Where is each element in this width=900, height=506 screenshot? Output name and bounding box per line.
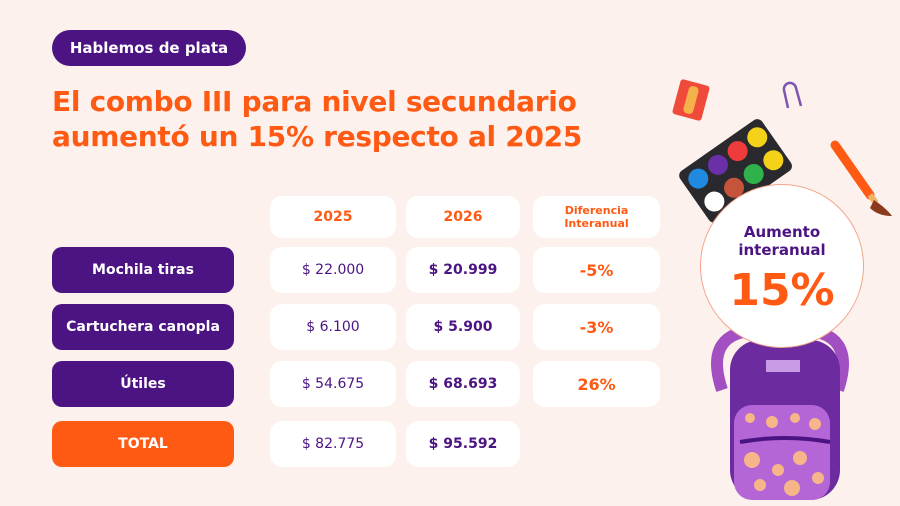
headline-line-1: El combo III para nivel secundario [52, 85, 577, 118]
headline: El combo III para nivel secundario aumen… [52, 84, 582, 154]
row-label-total: TOTAL [52, 421, 234, 467]
paintbrush-icon [830, 140, 892, 216]
paperclip-icon [782, 81, 803, 109]
annual-increase-circle: Aumento interanual 15% [700, 184, 864, 348]
value-2026: $ 95.592 [406, 421, 520, 467]
annual-increase-label: Aumento interanual [738, 223, 826, 259]
sharpener-icon [672, 79, 710, 121]
row-label-utiles: Útiles [52, 361, 234, 407]
school-supplies-illustration [672, 79, 892, 500]
header-2026: 2026 [406, 196, 520, 238]
value-2025: $ 22.000 [270, 247, 396, 293]
value-2026: $ 5.900 [406, 304, 520, 350]
value-2026: $ 20.999 [406, 247, 520, 293]
row-label-cartuchera: Cartuchera canopla [52, 304, 234, 350]
value-2026: $ 68.693 [406, 361, 520, 407]
annual-increase-value: 15% [729, 265, 835, 316]
header-diferencia: Diferencia Interanual [533, 196, 660, 238]
value-diff: -5% [533, 247, 660, 293]
value-2025: $ 54.675 [270, 361, 396, 407]
section-badge: Hablemos de plata [52, 30, 246, 66]
header-2025: 2025 [270, 196, 396, 238]
headline-line-2: aumentó un 15% respecto al 2025 [52, 120, 583, 153]
value-2025: $ 82.775 [270, 421, 396, 467]
value-2025: $ 6.100 [270, 304, 396, 350]
backpack-icon [711, 322, 849, 500]
value-diff: 26% [533, 361, 660, 407]
value-diff: -3% [533, 304, 660, 350]
row-label-mochila: Mochila tiras [52, 247, 234, 293]
watercolor-palette-icon [679, 119, 792, 223]
